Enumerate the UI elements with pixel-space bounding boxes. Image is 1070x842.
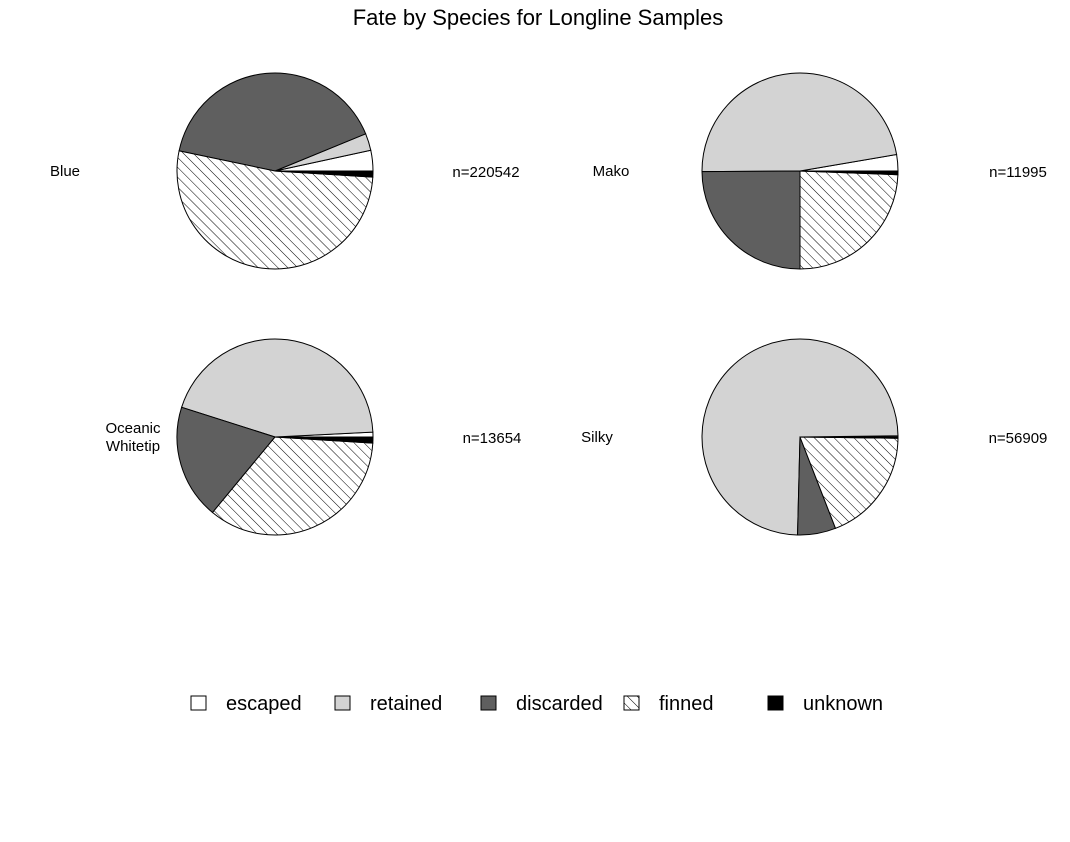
pie-panel: Blue n=220542 [50,72,520,270]
species-label: Whitetip [106,438,160,455]
legend: escaped retained discarded finned unknown [190,693,883,715]
pie-slice-finned [799,436,899,529]
pie-panel: Mako n=11995 [593,72,1047,270]
sample-size-label: n=13654 [463,430,522,447]
legend-item-escaped: escaped [190,693,302,715]
legend-label: escaped [226,693,302,715]
pie-slice-unknown [274,436,374,444]
legend-swatch [190,695,207,711]
legend-label: discarded [516,693,603,715]
legend-label: retained [370,693,442,715]
pie-slice-unknown [274,170,374,178]
pie-slice-discarded [701,170,801,270]
species-label: Blue [50,163,80,180]
pie-slice-unknown [799,436,899,439]
chart-title: Fate by Species for Longline Samples [353,5,724,30]
legend-label: finned [659,693,714,715]
sample-size-label: n=11995 [989,164,1047,181]
legend-item-discarded: discarded [480,693,603,715]
species-label: Oceanic [105,420,161,437]
legend-item-retained: retained [334,693,442,715]
species-label: Mako [593,163,630,180]
pie-slice-discarded [176,406,276,514]
pie-slice-finned [211,436,374,536]
pie-slice-finned [799,170,899,270]
legend-swatch [623,695,640,711]
species-label: Silky [581,429,613,446]
legend-swatch [334,695,351,711]
legend-label: unknown [803,693,883,715]
pie-slice-finned [176,150,374,270]
pie-panel: Silky n=56909 [581,338,1048,536]
legend-item-finned: finned [623,693,714,715]
pie-slice-retained [701,338,899,536]
pie-slice-unknown [799,170,899,176]
sample-size-label: n=56909 [989,430,1048,447]
pie-slice-retained [701,72,898,173]
sample-size-label: n=220542 [452,164,519,181]
legend-swatch [480,695,497,711]
legend-swatch [767,695,784,711]
pie-slice-retained [180,338,374,438]
pie-slice-discarded [178,72,367,172]
legend-item-unknown: unknown [767,693,883,715]
